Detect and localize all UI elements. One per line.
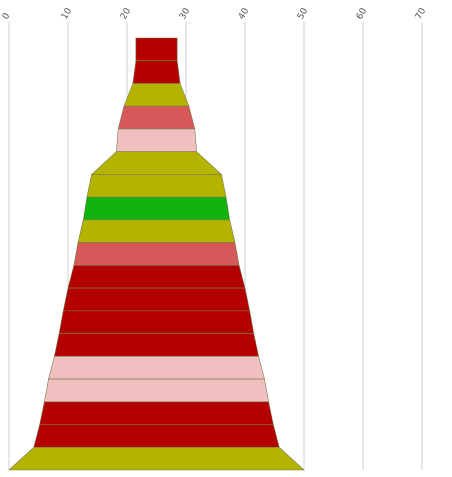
funnel-bands: [8, 37, 305, 471]
x-tick-label-30: 30: [178, 6, 193, 21]
funnel-segment-16: [44, 378, 269, 403]
funnel-segment-17: [39, 401, 274, 425]
funnel-segment-18: [33, 424, 280, 448]
x-tick-label-10: 10: [60, 6, 75, 21]
funnel-segment-9: [77, 219, 236, 243]
x-tick-labels: 0 10 20 30 40 50 60 70: [1, 6, 429, 21]
x-tick-label-50: 50: [296, 6, 311, 21]
funnel-segment-7: [86, 174, 227, 198]
funnel-segment-5: [116, 128, 197, 152]
funnel-segment-4: [117, 105, 196, 130]
funnel-segment-12: [62, 287, 251, 312]
funnel-segment-3: [123, 83, 190, 107]
x-tick-label-70: 70: [414, 6, 429, 21]
funnel-segment-10: [73, 242, 240, 266]
funnel-segment-14: [54, 333, 259, 357]
x-tick-label-20: 20: [119, 6, 134, 21]
x-tick-label-40: 40: [237, 6, 252, 21]
funnel-segment-13: [58, 310, 255, 334]
funnel-segment-19: [8, 446, 305, 471]
funnel-segment-11: [67, 265, 246, 289]
funnel-segment-15: [48, 355, 265, 380]
funnel-segment-2: [132, 60, 181, 84]
x-tick-label-60: 60: [355, 6, 370, 21]
funnel-segment-6: [90, 151, 223, 175]
funnel-segment-1: [135, 37, 178, 62]
x-tick-label-0: 0: [1, 11, 13, 21]
funnel-segment-8: [82, 196, 231, 221]
axis-strip: [0, 472, 452, 477]
